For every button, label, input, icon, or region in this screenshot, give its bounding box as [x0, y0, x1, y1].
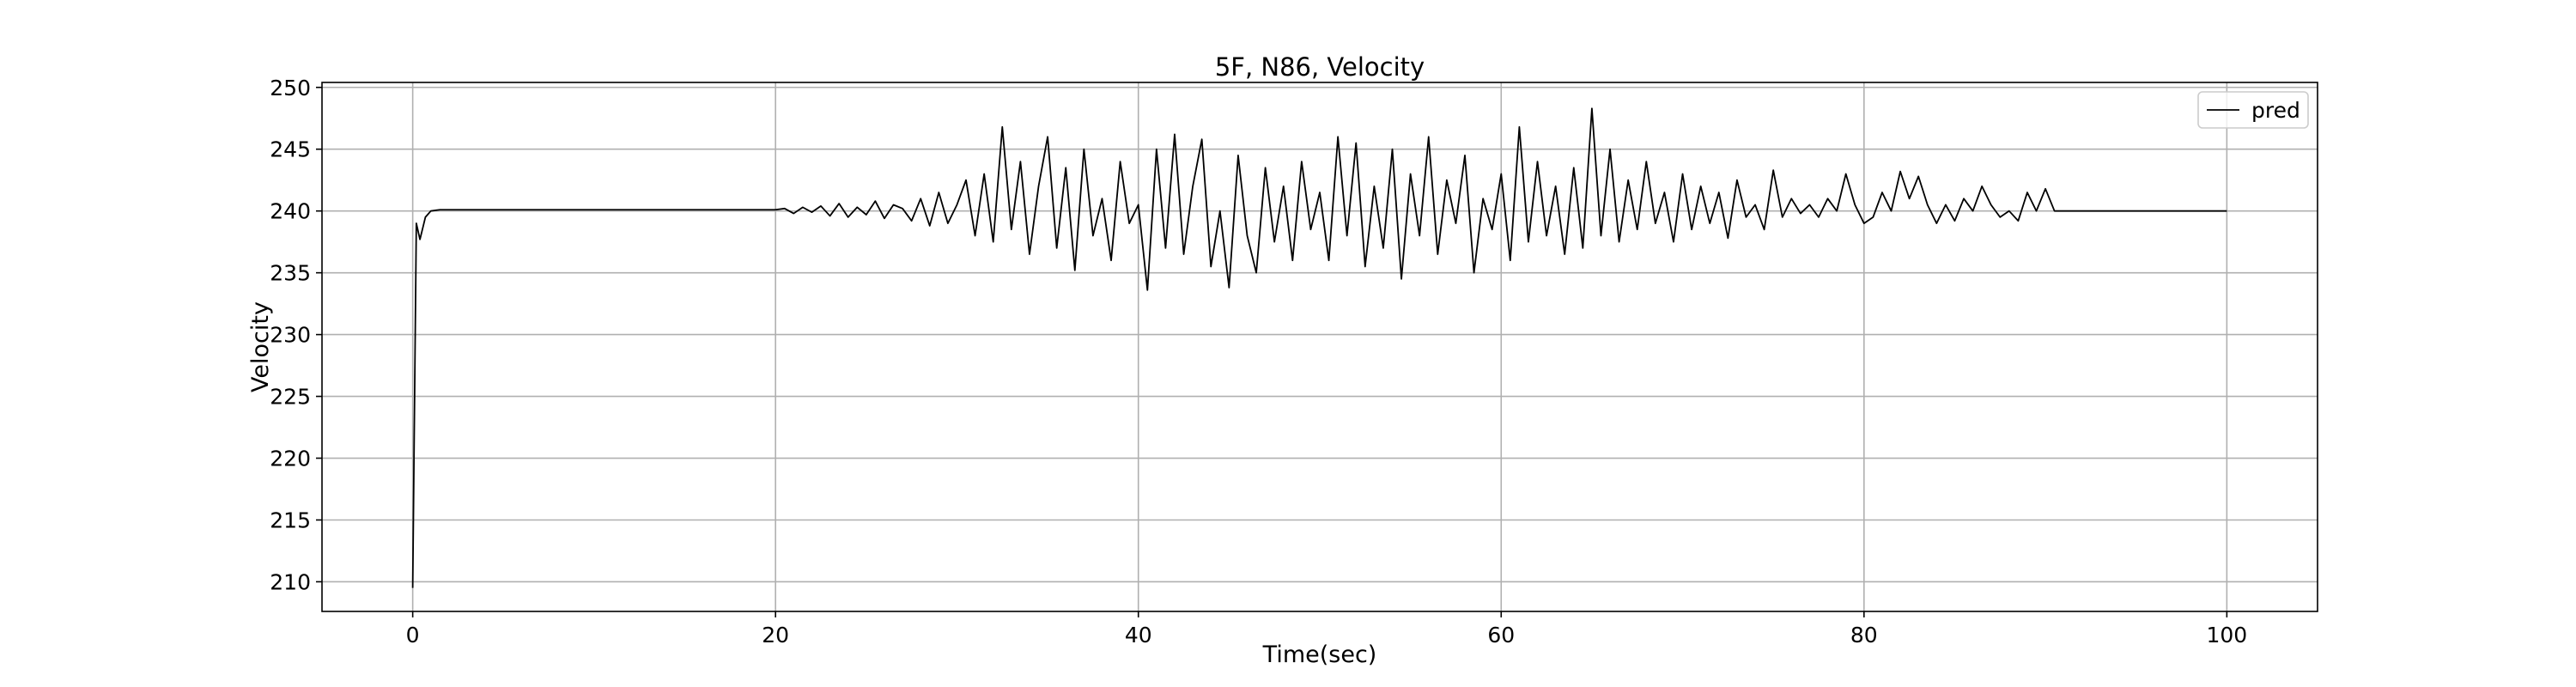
y-tick-label: 245	[270, 137, 311, 162]
x-tick-label: 0	[406, 623, 420, 647]
legend-label: pred	[2251, 98, 2300, 123]
plot-frame	[321, 82, 2318, 612]
y-tick-label: 220	[270, 447, 311, 471]
x-tick-label: 80	[1850, 623, 1878, 647]
x-tick-label: 100	[2207, 623, 2248, 647]
y-axis-label: Velocity	[247, 301, 274, 392]
x-tick-label: 40	[1125, 623, 1152, 647]
x-tick-label: 60	[1487, 623, 1515, 647]
y-tick-label: 210	[270, 569, 311, 594]
y-tick-label: 250	[270, 76, 311, 100]
x-tick-label: 20	[762, 623, 789, 647]
y-tick-label: 215	[270, 508, 311, 532]
y-tick-label: 225	[270, 385, 311, 410]
y-tick-label: 230	[270, 323, 311, 348]
legend-box	[2197, 91, 2309, 129]
data-line	[411, 107, 2227, 588]
x-axis-label: Time(sec)	[1262, 641, 1377, 668]
chart-title: 5F, N86, Velocity	[1215, 52, 1425, 82]
y-tick-label: 235	[270, 261, 311, 286]
y-tick-label: 240	[270, 199, 311, 224]
